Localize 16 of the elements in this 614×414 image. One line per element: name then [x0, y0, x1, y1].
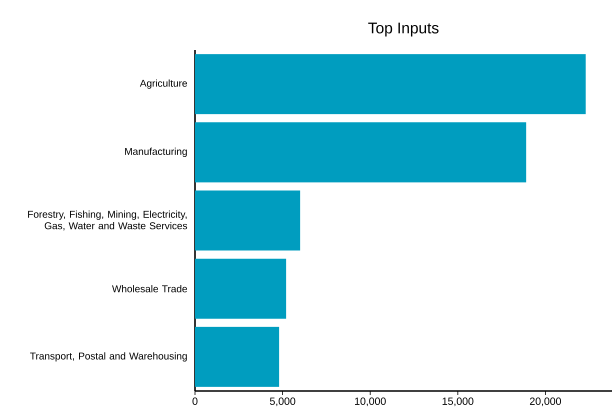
y-tick-label: Manufacturing [125, 148, 187, 157]
x-tick-label: 20,000 [530, 398, 562, 406]
x-tick-label: 10,000 [355, 398, 386, 406]
x-tick-label: 5,000 [270, 398, 296, 406]
bar [195, 54, 586, 114]
bar [195, 190, 300, 251]
chart-title: Top Inputs [368, 22, 439, 37]
x-tick-label: 0 [192, 398, 198, 405]
y-tick-label: Forestry, Fishing, Mining, Electricity, Gas, Water and Waste Services [28, 210, 188, 230]
x-tick-label: 15,000 [442, 398, 474, 406]
bar [195, 258, 286, 319]
y-tick-label: Agriculture [140, 79, 188, 89]
bar [195, 326, 280, 387]
y-tick-label: Wholesale Trade [112, 285, 188, 292]
y-tick-label: Transport, Postal and Warehousing [30, 352, 187, 362]
bar [195, 122, 526, 182]
